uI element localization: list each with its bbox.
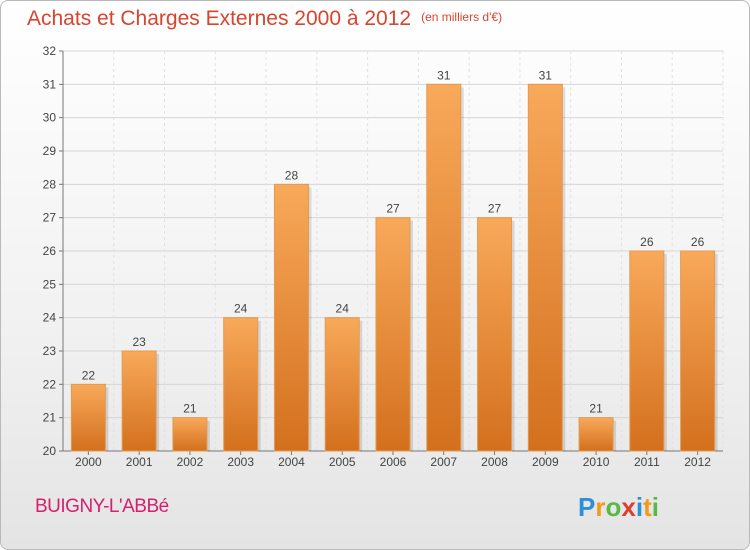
y-tick-label: 24 <box>43 311 57 325</box>
y-tick-label: 20 <box>43 444 57 458</box>
data-label: 28 <box>285 168 299 182</box>
data-label: 21 <box>589 402 603 416</box>
y-tick-label: 23 <box>43 344 57 358</box>
bar-2006 <box>375 217 411 452</box>
y-tick-label: 25 <box>43 277 57 291</box>
data-label: 26 <box>691 235 705 249</box>
chart-title: Achats et Charges Externes 2000 à 2012 (e… <box>27 7 502 31</box>
x-tick-label: 2009 <box>532 455 559 469</box>
x-tick-label: 2003 <box>227 455 254 469</box>
x-tick-label: 2002 <box>177 455 204 469</box>
bar-2001 <box>121 350 157 452</box>
y-tick-label: 29 <box>43 144 57 158</box>
y-tick-label: 28 <box>43 177 57 191</box>
data-labels: 22 23 21 24 28 24 27 31 27 31 21 26 26 <box>82 68 705 415</box>
x-tick-label: 2010 <box>583 455 610 469</box>
bars <box>70 83 718 452</box>
data-label: 27 <box>386 202 400 216</box>
y-tick-label: 26 <box>43 244 57 258</box>
bar-2007 <box>426 83 462 452</box>
y-tick-label: 22 <box>43 377 57 391</box>
bar-2009 <box>527 83 563 452</box>
x-tick-label: 2012 <box>684 455 711 469</box>
y-tick-label: 32 <box>43 44 57 58</box>
x-tick-label: 2006 <box>380 455 407 469</box>
y-tick-label: 21 <box>43 411 57 425</box>
bar-2008 <box>477 217 513 452</box>
bar-2011 <box>629 250 665 452</box>
y-tick-label: 30 <box>43 111 57 125</box>
data-label: 21 <box>183 402 197 416</box>
axes: 20 21 22 23 24 25 26 27 28 29 30 31 32 2000 2001 2002 20… <box>43 44 723 469</box>
commune-name: BUIGNY-L'ABBé <box>35 496 169 517</box>
data-label: 27 <box>488 202 502 216</box>
x-tick-label: 2000 <box>75 455 102 469</box>
bar-2005 <box>324 317 360 452</box>
bar-2000 <box>70 383 106 452</box>
data-label: 31 <box>437 68 451 82</box>
bar-2002 <box>172 417 208 452</box>
data-label: 24 <box>336 302 350 316</box>
y-tick-label: 31 <box>43 77 57 91</box>
proxiti-logo: Proxiti <box>578 492 659 522</box>
data-label: 23 <box>132 335 146 349</box>
chart-unit-label: (en milliers d'€) <box>421 10 503 24</box>
data-label: 31 <box>539 68 553 82</box>
bar-2010 <box>578 417 614 452</box>
bar-2004 <box>273 183 309 452</box>
x-tick-label: 2007 <box>430 455 457 469</box>
x-tick-label: 2008 <box>481 455 508 469</box>
bar-2003 <box>223 317 259 452</box>
data-label: 26 <box>640 235 654 249</box>
bar-2012 <box>680 250 716 452</box>
svg-text:Proxiti: Proxiti <box>578 492 659 522</box>
data-label: 24 <box>234 302 248 316</box>
chart-title-text: Achats et Charges Externes 2000 à 2012 <box>27 7 412 30</box>
data-label: 22 <box>82 368 96 382</box>
x-tick-label: 2001 <box>126 455 153 469</box>
x-tick-label: 2011 <box>634 455 660 469</box>
x-tick-label: 2004 <box>278 455 305 469</box>
x-tick-label: 2005 <box>329 455 356 469</box>
y-tick-label: 27 <box>43 211 57 225</box>
